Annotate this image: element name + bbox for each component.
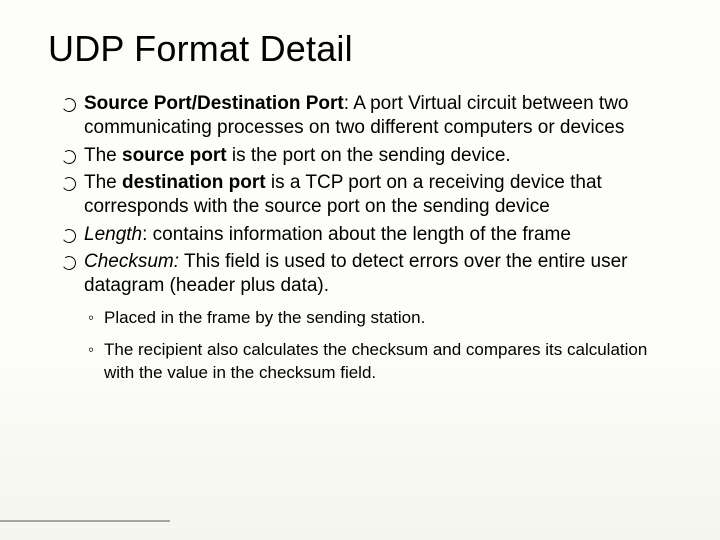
bullet-item: The destination port is a TCP port on a … <box>62 171 672 220</box>
slide-title: UDP Format Detail <box>48 28 672 70</box>
bullet-item: Source Port/Destination Port: A port Vir… <box>62 92 672 141</box>
accent-line <box>0 520 170 522</box>
sub-bullet-list: Placed in the frame by the sending stati… <box>48 307 672 386</box>
bullet-bold: Source Port/Destination Port <box>84 93 344 114</box>
bullet-item: Checksum: This field is used to detect e… <box>62 250 672 299</box>
bullet-item: Length: contains information about the l… <box>62 223 672 247</box>
sub-bullet-item: The recipient also calculates the checks… <box>88 339 672 385</box>
bullet-bold: destination port <box>122 172 266 193</box>
bullet-pre: The <box>84 172 122 193</box>
bullet-text: : contains information about the length … <box>142 224 571 245</box>
bullet-italic: Length <box>84 224 142 245</box>
bullet-list: Source Port/Destination Port: A port Vir… <box>48 92 672 299</box>
bullet-pre: The <box>84 145 122 166</box>
slide: UDP Format Detail Source Port/Destinatio… <box>0 0 720 540</box>
sub-bullet-item: Placed in the frame by the sending stati… <box>88 307 672 330</box>
bullet-bold: source port <box>122 145 227 166</box>
bullet-text: is the port on the sending device. <box>227 145 511 166</box>
bullet-italic: Checksum: <box>84 251 179 272</box>
bullet-item: The source port is the port on the sendi… <box>62 144 672 168</box>
